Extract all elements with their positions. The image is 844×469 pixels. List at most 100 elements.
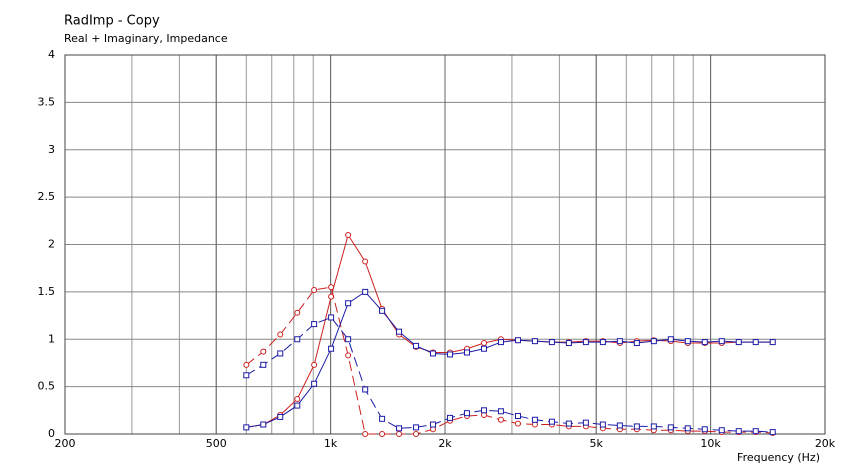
marker: [548, 418, 555, 425]
marker: [514, 420, 521, 427]
marker: [684, 425, 691, 432]
marker: [345, 232, 352, 239]
marker: [582, 419, 589, 426]
x-tick-label: 2k: [438, 437, 452, 450]
marker: [633, 423, 640, 430]
marker: [531, 416, 538, 423]
marker: [379, 307, 386, 314]
marker: [379, 415, 386, 422]
x-tick-label: 1k: [324, 437, 338, 450]
marker: [497, 416, 504, 423]
marker: [396, 431, 403, 437]
marker: [294, 402, 301, 409]
marker: [260, 361, 267, 368]
y-tick-label: 4: [48, 48, 55, 61]
marker: [413, 424, 420, 431]
x-axis-label: Frequency (Hz): [737, 451, 820, 464]
marker: [243, 372, 250, 379]
marker: [599, 339, 606, 346]
marker: [294, 336, 301, 343]
marker: [413, 342, 420, 349]
x-tick-label: 200: [55, 437, 76, 450]
marker: [616, 422, 623, 429]
marker: [311, 321, 318, 328]
y-tick-label: 3: [48, 143, 55, 156]
y-tick-label: 3.5: [38, 95, 56, 108]
marker: [396, 328, 403, 335]
chart-subtitle: Real + Imaginary, Impedance: [64, 32, 228, 45]
marker: [497, 339, 504, 346]
marker: [480, 340, 487, 347]
marker: [345, 336, 352, 343]
plot-border: [64, 54, 826, 435]
marker: [311, 361, 318, 368]
marker: [328, 345, 335, 352]
marker: [362, 288, 369, 295]
marker: [514, 412, 521, 419]
marker: [362, 258, 369, 265]
marker: [379, 431, 386, 437]
marker: [667, 336, 674, 343]
marker: [752, 339, 759, 346]
y-tick-label: 0: [48, 427, 55, 440]
marker: [328, 284, 335, 291]
marker: [514, 337, 521, 344]
y-tick-label: 0.5: [38, 380, 56, 393]
marker: [718, 427, 725, 434]
marker: [277, 413, 284, 420]
marker: [277, 331, 284, 338]
marker: [447, 351, 454, 358]
marker: [548, 339, 555, 346]
y-tick-label: 1: [48, 332, 55, 345]
marker: [480, 407, 487, 414]
marker: [701, 339, 708, 346]
marker: [752, 428, 759, 435]
marker: [599, 421, 606, 428]
marker: [243, 424, 250, 431]
marker: [243, 361, 250, 368]
marker: [565, 420, 572, 427]
marker: [328, 314, 335, 321]
marker: [430, 350, 437, 357]
marker: [396, 425, 403, 432]
marker: [277, 350, 284, 357]
marker: [260, 348, 267, 355]
marker: [480, 345, 487, 352]
marker: [463, 349, 470, 356]
x-tick-label: 5k: [590, 437, 604, 450]
marker: [531, 338, 538, 345]
marker: [667, 424, 674, 431]
marker: [769, 429, 776, 436]
x-tick-label: 20k: [815, 437, 836, 450]
marker: [701, 426, 708, 433]
y-tick-label: 2.5: [38, 190, 56, 203]
marker: [294, 309, 301, 316]
y-tick-label: 1.5: [38, 285, 56, 298]
marker: [684, 338, 691, 345]
x-tick-label: 500: [206, 437, 227, 450]
marker: [345, 352, 352, 359]
marker: [430, 421, 437, 428]
marker: [413, 431, 420, 437]
marker: [769, 339, 776, 346]
marker: [497, 408, 504, 415]
y-tick-label: 2: [48, 238, 55, 251]
marker: [362, 431, 369, 437]
marker: [463, 410, 470, 417]
marker: [294, 395, 301, 402]
marker: [447, 414, 454, 421]
x-tick-label: 10k: [700, 437, 721, 450]
marker: [345, 300, 352, 307]
marker: [735, 339, 742, 346]
marker: [311, 286, 318, 293]
marker: [633, 340, 640, 347]
marker: [735, 428, 742, 435]
marker: [616, 338, 623, 345]
marker: [260, 421, 267, 428]
marker: [582, 339, 589, 346]
marker: [650, 338, 657, 345]
marker: [718, 338, 725, 345]
marker: [362, 386, 369, 393]
